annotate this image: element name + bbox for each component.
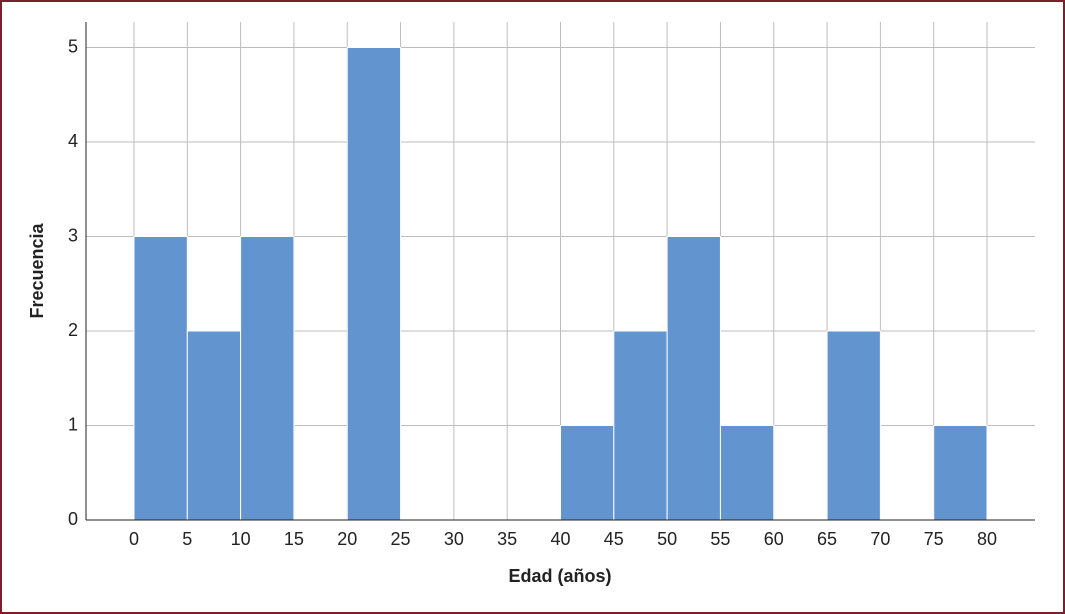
y-tick-label: 3 (68, 225, 78, 245)
y-tick-label: 1 (68, 414, 78, 434)
bar (560, 425, 615, 521)
x-tick-label: 35 (497, 529, 517, 549)
x-tick-label: 15 (284, 529, 304, 549)
x-tick-label: 5 (182, 529, 192, 549)
x-tick-label: 10 (231, 529, 251, 549)
x-tick-label: 30 (444, 529, 464, 549)
bar (826, 330, 881, 521)
x-tick-label: 20 (337, 529, 357, 549)
x-tick-label: 80 (977, 529, 997, 549)
x-tick-label: 25 (391, 529, 411, 549)
x-tick-label: 60 (764, 529, 784, 549)
bar (346, 47, 402, 521)
y-axis-title: Frecuencia (27, 222, 47, 318)
bar (186, 330, 242, 521)
bar (613, 330, 668, 521)
y-tick-label: 0 (68, 509, 78, 529)
x-tick-label: 0 (129, 529, 139, 549)
x-tick-label: 45 (604, 529, 624, 549)
x-tick-label: 75 (924, 529, 944, 549)
bar (666, 236, 721, 521)
x-tick-label: 40 (550, 529, 570, 549)
x-tick-label: 50 (657, 529, 677, 549)
bar (240, 236, 295, 521)
y-tick-label: 4 (68, 131, 78, 151)
bar (133, 236, 188, 521)
bar (933, 425, 988, 521)
x-tick-label: 55 (710, 529, 730, 549)
bar (719, 425, 775, 521)
x-tick-label: 70 (870, 529, 890, 549)
y-tick-label: 2 (68, 320, 78, 340)
x-axis-title: Edad (años) (508, 566, 611, 586)
x-tick-label: 65 (817, 529, 837, 549)
y-tick-label: 5 (68, 36, 78, 56)
